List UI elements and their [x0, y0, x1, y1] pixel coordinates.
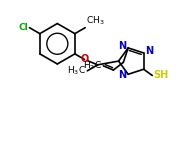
Text: N: N	[118, 70, 127, 80]
Text: H$_2$C: H$_2$C	[83, 60, 102, 72]
Text: SH: SH	[153, 71, 168, 80]
Text: Cl: Cl	[19, 23, 29, 32]
Text: O: O	[80, 54, 89, 64]
Text: N: N	[118, 41, 126, 51]
Text: H$_3$C: H$_3$C	[67, 65, 86, 77]
Text: CH$_3$: CH$_3$	[86, 15, 105, 27]
Text: N: N	[146, 46, 154, 56]
